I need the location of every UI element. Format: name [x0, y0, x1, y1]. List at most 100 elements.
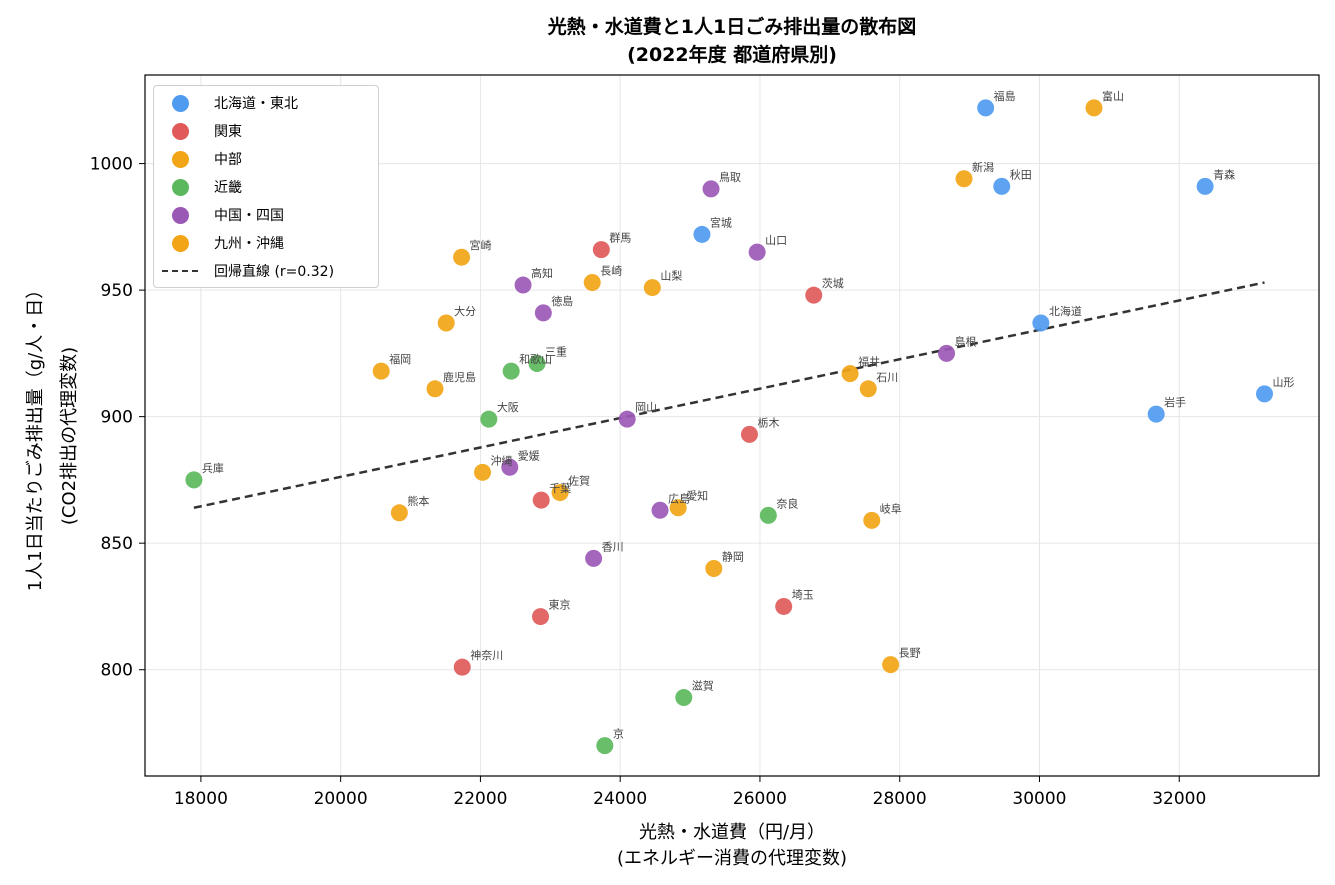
point-label: 滋賀 — [692, 680, 714, 693]
point-label: 宮崎 — [470, 238, 492, 252]
x-tick-label: 22000 — [453, 789, 507, 809]
ticks-layer: 18000 20000 22000 24000 26000 28000 30000 32000… — [90, 155, 1207, 809]
legend-label: 回帰直線 (r=0.32) — [214, 264, 335, 280]
data-point — [514, 276, 532, 294]
data-point — [583, 274, 601, 292]
point-label: 富山 — [1102, 89, 1124, 103]
legend-marker — [172, 150, 189, 168]
x-tick-label: 24000 — [593, 789, 647, 809]
point-label: 大分 — [454, 304, 476, 318]
data-point — [618, 410, 636, 428]
point-label: 京 — [613, 727, 624, 741]
legend-label: 関東 — [214, 124, 242, 140]
point-label: 鳥取 — [719, 170, 741, 184]
chart-subtitle: (2022年度 都道府県別) — [627, 44, 837, 66]
data-point — [675, 689, 693, 707]
point-label: 熊本 — [407, 494, 429, 508]
y-tick-label: 850 — [101, 534, 133, 554]
legend-marker — [172, 122, 189, 140]
data-point — [453, 248, 471, 266]
plot-frame — [144, 74, 1320, 777]
data-point — [863, 511, 881, 529]
point-label: 岐阜 — [880, 502, 902, 515]
x-tick-label: 18000 — [174, 789, 228, 809]
data-point — [643, 279, 661, 297]
legend-label: 北海道・東北 — [214, 96, 298, 112]
point-label: 香川 — [602, 540, 624, 553]
point-label: 新潟 — [972, 160, 994, 174]
data-point — [1255, 385, 1273, 403]
point-label: 和歌山 — [519, 352, 552, 366]
point-label: 長野 — [899, 647, 921, 660]
point-label: 福島 — [994, 89, 1016, 103]
data-point — [1085, 99, 1103, 117]
point-label: 山形 — [1272, 376, 1294, 389]
data-point — [532, 608, 550, 626]
point-label: 栃木 — [757, 415, 779, 429]
data-point — [532, 491, 550, 509]
point-label: 徳島 — [551, 294, 573, 308]
point-label: 青森 — [1213, 167, 1235, 181]
legend-item: 近畿 — [154, 175, 242, 199]
legend-marker — [172, 206, 189, 224]
point-label: 島根 — [955, 334, 977, 348]
point-label: 北海道 — [1049, 304, 1082, 318]
data-point — [977, 99, 995, 117]
point-label: 愛知 — [686, 489, 708, 503]
point-label: 東京 — [549, 598, 571, 612]
data-point — [759, 506, 777, 524]
point-label: 石川 — [876, 371, 898, 384]
legend-item: 中部 — [154, 147, 242, 171]
data-point — [585, 549, 603, 567]
point-label: 奈良 — [776, 496, 798, 510]
legend: 北海道・東北 関東 中部 近畿 中国・四国 九州・沖縄 回帰直線 (r=0.32… — [153, 85, 379, 288]
data-point — [705, 559, 723, 577]
data-point — [551, 484, 569, 502]
x-tick-label: 26000 — [733, 789, 787, 809]
y-tick-label: 800 — [101, 661, 133, 681]
point-label: 三重 — [545, 344, 567, 358]
data-point — [1147, 405, 1165, 423]
data-point — [528, 354, 546, 372]
point-label: 高知 — [531, 266, 553, 280]
point-label: 愛媛 — [518, 448, 540, 462]
regression-line — [193, 281, 1265, 509]
y-axis-label: 1人1日当たりごみ排出量（g/人・日） — [25, 280, 46, 592]
data-point — [651, 501, 669, 519]
legend-label: 九州・沖縄 — [214, 236, 284, 252]
legend-label: 近畿 — [214, 180, 242, 196]
point-label: 佐賀 — [568, 474, 590, 488]
data-point — [805, 286, 823, 304]
legend-label: 中部 — [214, 152, 242, 168]
point-label: 福井 — [858, 355, 880, 369]
point-label: 静岡 — [722, 549, 744, 563]
point-label: 山口 — [765, 234, 787, 247]
data-point — [501, 458, 519, 476]
point-label: 岡山 — [635, 401, 657, 414]
x-tick-label: 32000 — [1152, 789, 1206, 809]
data-point — [534, 304, 552, 322]
regression-layer — [193, 281, 1265, 509]
points-layer — [185, 99, 1273, 755]
data-point — [390, 504, 408, 522]
point-label: 広島 — [668, 491, 690, 505]
data-point — [938, 344, 956, 362]
data-point — [372, 362, 390, 380]
data-point — [185, 471, 203, 489]
data-point — [955, 170, 973, 188]
data-point — [882, 656, 900, 674]
data-point — [1032, 314, 1050, 332]
point-label: 秋田 — [1010, 167, 1032, 181]
data-point — [859, 380, 877, 398]
data-point — [693, 225, 711, 243]
legend-label: 中国・四国 — [214, 208, 284, 224]
data-point — [592, 241, 610, 259]
data-point — [453, 658, 471, 676]
point-label: 沖縄 — [491, 453, 513, 467]
data-point — [474, 463, 492, 481]
x-tick-label: 28000 — [873, 789, 927, 809]
point-label: 大阪 — [497, 400, 519, 414]
